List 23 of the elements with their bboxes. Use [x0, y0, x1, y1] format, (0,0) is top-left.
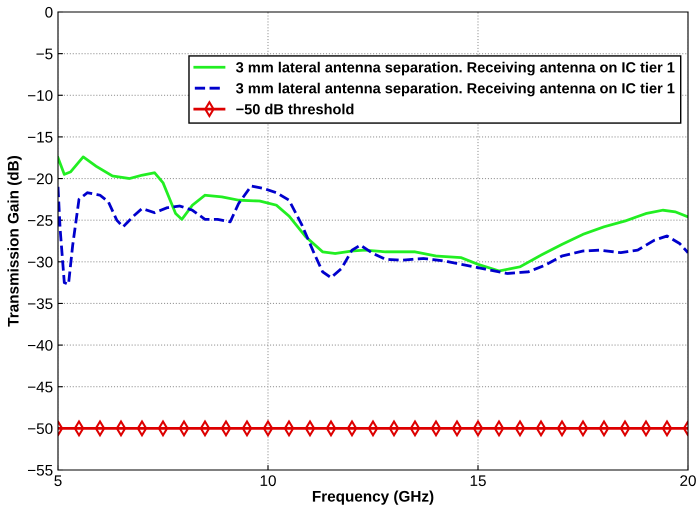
y-tick-label: −50: [28, 423, 53, 434]
y-tick-label: −35: [28, 298, 52, 310]
y-tick-label: −45: [28, 382, 52, 392]
y-tick-label: −20: [28, 173, 53, 184]
y-tick-label: −55: [28, 465, 52, 476]
legend-label: 3 mm lateral antenna separation. Receiving antenna on IC tier 1: [236, 62, 674, 76]
x-axis-title: Frequency (GHz): [312, 490, 434, 505]
line-series: [58, 156, 688, 272]
x-tick-label: 5: [54, 475, 62, 486]
line-series: [58, 184, 688, 286]
y-tick-label: −30: [28, 256, 53, 268]
y-tick-label: −15: [28, 132, 52, 143]
legend-label: 3 mm lateral antenna separation. Receiving antenna on IC tier 1: [236, 82, 674, 96]
x-tick-label: 10: [260, 475, 276, 486]
y-tick-label: 0: [45, 6, 53, 18]
y-axis-title: Transmission Gain (dB): [7, 156, 22, 327]
x-tick-label: 20: [680, 475, 696, 486]
y-tick-label: −40: [28, 340, 53, 351]
x-tick-label: 15: [470, 475, 486, 486]
y-tick-label: −5: [36, 48, 52, 60]
legend-label: −50 dB threshold: [236, 104, 354, 114]
y-tick-label: −10: [28, 90, 53, 101]
y-tick-label: −25: [28, 215, 52, 226]
